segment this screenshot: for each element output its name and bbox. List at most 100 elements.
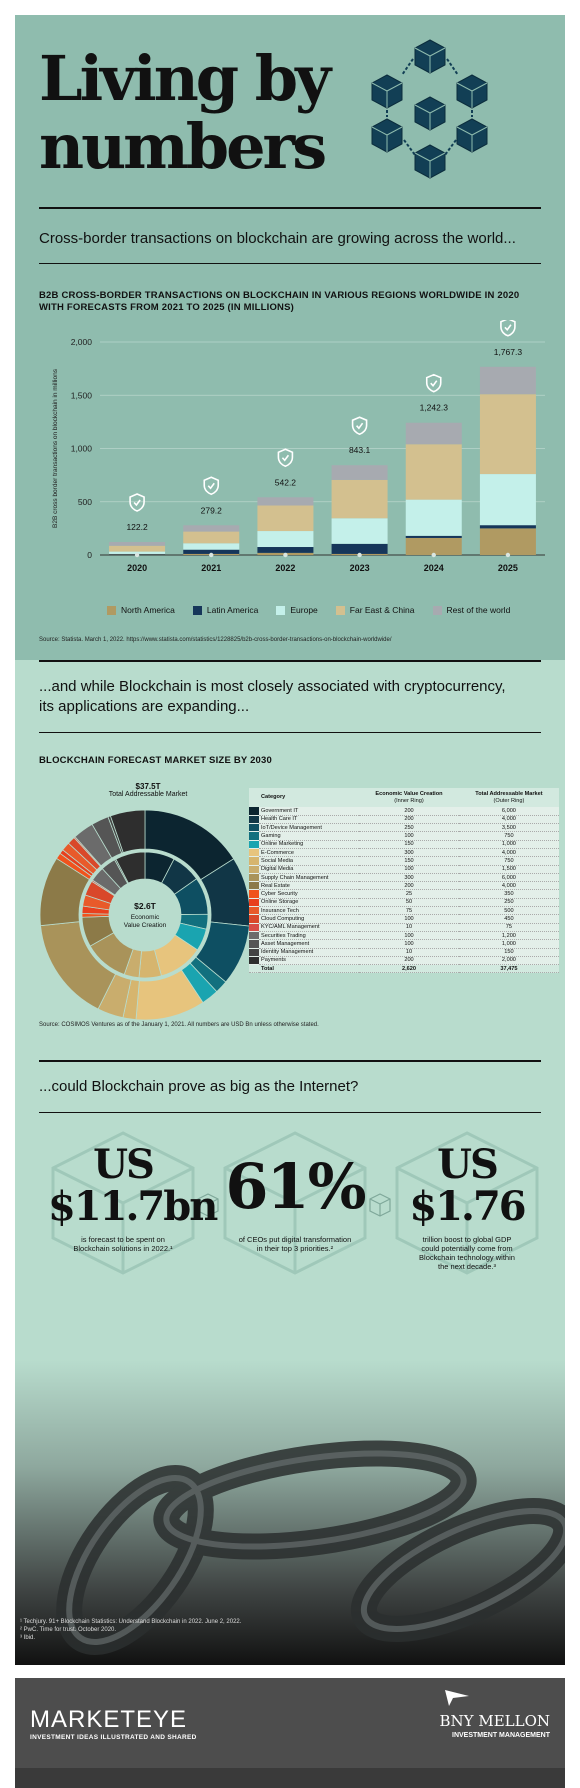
small-cube-icon <box>369 1193 391 1217</box>
legend-swatch <box>276 605 286 615</box>
footer-strip <box>15 1768 565 1788</box>
stat-spend-prefix: US <box>93 1141 155 1188</box>
row-outer-value: 4,000 <box>458 848 559 858</box>
legend-item: Latin America <box>192 605 259 615</box>
stat-gdp: US $1.76 trillion boost to global GDP cou… <box>392 1141 542 1272</box>
row-inner-value: 200 <box>359 956 459 966</box>
row-outer-value: 6,000 <box>458 807 559 816</box>
chart-source: Source: COSIMOS Ventures as of the Janua… <box>39 1022 319 1028</box>
section2-intro: ...and while Blockchain is most closely … <box>39 677 541 717</box>
table-row: Online Marketing 150 1,000 <box>249 840 559 850</box>
row-outer-value: 1,000 <box>458 939 559 949</box>
row-outer-value: 1,000 <box>458 840 559 850</box>
bar-segment <box>405 537 462 555</box>
row-color-swatch <box>249 948 259 957</box>
row-inner-value: 10 <box>359 923 459 932</box>
section1-intro: Cross-border transactions on blockchain … <box>39 230 516 247</box>
legend-item: Far East & China <box>335 605 415 615</box>
stat-gdp-prefix: US <box>437 1141 499 1188</box>
row-inner-value: 150 <box>359 840 459 850</box>
row-category: Digital Media <box>259 865 360 874</box>
bny-mellon-name: BNY MELLON <box>439 1712 550 1730</box>
row-color-swatch <box>249 856 259 866</box>
divider <box>39 207 541 209</box>
table-row: E-Commerce 300 4,000 <box>249 848 559 858</box>
row-outer-value: 750 <box>458 831 559 841</box>
inner-ring-slice <box>115 851 146 884</box>
legend-swatch <box>192 605 202 615</box>
table-row: Gaming 100 750 <box>249 831 559 841</box>
hexagon-outline-icon <box>51 1131 195 1275</box>
row-category: KYC/AML Management <box>259 923 360 932</box>
legend-swatch <box>335 605 345 615</box>
stat-spend-value: $11.7bn <box>48 1183 218 1230</box>
table-row: Supply Chain Management 300 6,000 <box>249 873 559 883</box>
bar-total-label: 1,767.3 <box>494 347 523 357</box>
total-outer: 37,475 <box>458 964 559 974</box>
x-tick-label: 2025 <box>498 563 518 573</box>
bar-segment <box>479 474 536 526</box>
hexagon-outline-icon <box>395 1131 539 1275</box>
bar-base-dot <box>357 552 362 558</box>
divider <box>39 1060 541 1062</box>
table-header-outer: Total Addressable Market (Outer Ring) <box>475 791 543 804</box>
bar-segment <box>479 366 536 395</box>
legend-label: Latin America <box>206 605 259 615</box>
chart-legend: North America Latin America Europe Far East… <box>107 605 510 615</box>
marketeye-tagline: INVESTMENT IDEAS ILLUSTRATED AND SHARED <box>30 1734 197 1741</box>
row-color-swatch <box>249 923 259 932</box>
row-color-swatch <box>249 848 259 858</box>
bar-base-dot <box>431 552 436 558</box>
bar-base-dot <box>209 552 214 558</box>
table-row: Identity Management 10 150 <box>249 948 559 957</box>
divider <box>39 732 541 733</box>
x-tick-label: 2024 <box>424 563 444 573</box>
row-outer-value: 6,000 <box>458 873 559 883</box>
legend-label: Europe <box>290 605 318 615</box>
divider <box>39 263 541 264</box>
chart-title: B2B CROSS-BORDER TRANSACTIONS ON BLOCKCH… <box>39 290 520 313</box>
legend-label: Rest of the world <box>446 605 511 615</box>
row-color-swatch <box>249 873 259 883</box>
row-color-swatch <box>249 831 259 841</box>
row-color-swatch <box>249 881 259 891</box>
row-color-swatch <box>249 939 259 949</box>
table-row: Cloud Computing 100 450 <box>249 914 559 924</box>
bar-segment <box>257 531 314 548</box>
bar-segment <box>331 518 388 544</box>
row-outer-value: 75 <box>458 923 559 932</box>
row-outer-value: 4,000 <box>458 881 559 891</box>
total-inner: 2,620 <box>359 964 459 974</box>
shield-check-icon <box>425 373 442 393</box>
bny-mellon-logo-icon <box>445 1690 469 1706</box>
table-row: KYC/AML Management 10 75 <box>249 923 559 932</box>
row-inner-value: 300 <box>359 848 459 858</box>
stat-ceos-desc: of CEOs put digital transformation in the… <box>238 1235 352 1253</box>
bar-segment <box>405 444 462 500</box>
y-axis-label: B2B cross border transactions on blockch… <box>52 368 59 528</box>
table-row: Securities Trading 100 1,200 <box>249 931 559 941</box>
legend-item: Rest of the world <box>432 605 511 615</box>
section2-intro-line2: its applications are expanding... <box>39 698 250 715</box>
bar-segment <box>479 528 536 555</box>
divider <box>39 660 541 662</box>
table-row: Real Estate 200 4,000 <box>249 881 559 891</box>
title-line-2: numbers <box>39 110 327 183</box>
row-inner-value: 200 <box>359 807 459 816</box>
legend-item: North America <box>107 605 175 615</box>
row-outer-value: 450 <box>458 914 559 924</box>
section-cross-border: Living by numbers <box>15 15 565 660</box>
y-tick-label: 2,000 <box>71 337 93 347</box>
shield-check-icon <box>277 448 294 468</box>
x-tick-label: 2022 <box>275 563 295 573</box>
row-color-swatch <box>249 823 259 833</box>
section3-intro: ...could Blockchain prove as big as the … <box>39 1078 359 1095</box>
bar-base-dot <box>283 552 288 558</box>
x-tick-label: 2021 <box>201 563 221 573</box>
table-row: Asset Management 100 1,000 <box>249 939 559 949</box>
y-tick-label: 1,500 <box>71 390 93 400</box>
row-color-swatch <box>249 889 259 899</box>
row-color-swatch <box>249 807 259 816</box>
outer-ring-slice <box>109 809 146 854</box>
